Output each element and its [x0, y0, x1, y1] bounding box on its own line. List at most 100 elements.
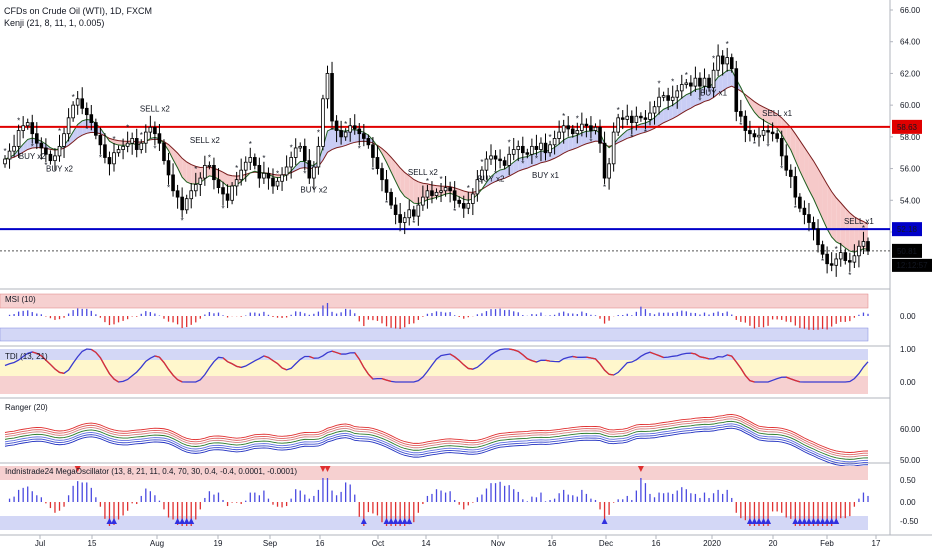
- cloud-segment: [631, 125, 637, 137]
- cloud-segment: [581, 131, 587, 146]
- signal-star: *: [358, 144, 361, 153]
- cloud-segment: [186, 161, 192, 184]
- cloud-segment: [722, 70, 728, 91]
- candle-body: [720, 55, 725, 65]
- candle-body: [866, 241, 870, 252]
- candle-body: [125, 142, 130, 147]
- signal-star: *: [671, 78, 674, 87]
- candle-body: [280, 174, 284, 182]
- tdi-down-segment: [586, 356, 592, 359]
- time-tick-label: Aug: [150, 539, 164, 548]
- tdi-down-segment: [468, 367, 473, 370]
- candle-body: [607, 163, 611, 179]
- signal-star: *: [262, 154, 265, 163]
- candle-body: [189, 190, 194, 200]
- cloud-segment: [531, 153, 537, 167]
- cloud-segment: [799, 140, 805, 181]
- cloud-segment: [795, 133, 800, 172]
- candle-body: [666, 95, 670, 101]
- cloud-segment: [463, 191, 469, 201]
- tdi-down-segment: [795, 379, 801, 383]
- signal-star: *: [494, 170, 497, 179]
- mega-buy-arrow: [815, 518, 822, 524]
- price-tick-label: 58.00: [900, 133, 921, 142]
- tdi-down-segment: [177, 379, 183, 383]
- tdi-down-segment: [45, 359, 51, 365]
- signal-star: *: [644, 128, 647, 137]
- mega-buy-arrow: [833, 518, 840, 524]
- candle-body: [625, 115, 630, 120]
- cloud-segment: [191, 164, 196, 185]
- tdi-down-segment: [113, 378, 119, 383]
- time-tick-label: 16: [652, 539, 661, 548]
- candle-body: [784, 155, 789, 171]
- candle-body: [739, 111, 743, 117]
- candle-body: [225, 193, 230, 201]
- blue-level-tag-bg: [892, 222, 922, 237]
- candle-body: [661, 95, 666, 98]
- candle-body: [652, 106, 657, 114]
- mega-buy-arrow: [406, 518, 413, 524]
- signal-label: BUY x2: [300, 185, 328, 194]
- candle-body: [507, 153, 511, 166]
- tdi-down-segment: [54, 368, 60, 373]
- signal-star: *: [712, 54, 715, 63]
- candle-body: [302, 145, 307, 162]
- candle-body: [134, 138, 139, 150]
- cloud-segment: [563, 137, 569, 154]
- cloud-segment: [849, 212, 855, 253]
- candle-body: [798, 196, 802, 209]
- candle-body: [175, 190, 180, 198]
- signal-star: *: [140, 131, 143, 140]
- mega-buy-arrow: [819, 518, 826, 524]
- signal-star: *: [467, 184, 470, 193]
- tdi-down-segment: [695, 353, 701, 358]
- signal-star: *: [249, 140, 252, 149]
- signal-label: BUY x2: [46, 165, 74, 174]
- tdi-down-segment: [363, 367, 369, 375]
- candle-body: [548, 144, 552, 154]
- candle-body: [162, 142, 166, 162]
- tdi-down-segment: [309, 355, 315, 359]
- tdi-down-segment: [690, 352, 696, 355]
- ranger-tick: 60.00: [900, 425, 921, 434]
- mega-buy-arrow: [397, 518, 404, 524]
- signal-star: *: [821, 257, 824, 266]
- signal-star: *: [31, 142, 34, 151]
- tdi-down-segment: [386, 379, 392, 382]
- signal-star: *: [548, 133, 551, 142]
- candle-body: [580, 123, 584, 131]
- tdi-down-segment: [95, 351, 101, 359]
- tdi-down-segment: [572, 355, 578, 358]
- tdi-tick: 1.00: [900, 345, 916, 354]
- candle-body: [838, 252, 843, 260]
- candle-body: [157, 133, 162, 144]
- mega-buy-arrow: [801, 518, 808, 524]
- tdi-lower-band: [0, 376, 868, 394]
- candle-body: [534, 145, 539, 150]
- time-tick-label: 15: [88, 539, 97, 548]
- candle-body: [852, 255, 857, 263]
- time-tick-label: Feb: [820, 539, 834, 548]
- tdi-down-segment: [158, 356, 165, 363]
- tdi-mid-band: [0, 360, 868, 376]
- candle-body: [153, 126, 157, 135]
- tdi-down-segment: [509, 348, 514, 351]
- candle-body: [829, 263, 834, 266]
- tdi-label: TDI (13, 21): [5, 352, 48, 361]
- time-tick-label: 14: [422, 539, 431, 548]
- candle-body: [30, 122, 35, 135]
- time-tick-label: 16: [548, 539, 557, 548]
- cloud-segment: [536, 151, 541, 165]
- candle-body: [702, 77, 707, 87]
- candle-body: [216, 179, 221, 189]
- tdi-down-segment: [32, 351, 37, 354]
- signal-star: *: [276, 169, 279, 178]
- candle-body: [271, 177, 275, 187]
- tdi-down-segment: [594, 358, 601, 365]
- signal-star: *: [330, 126, 333, 135]
- tdi-down-segment: [367, 373, 374, 380]
- cloud-segment: [836, 197, 841, 245]
- candle-body: [425, 190, 430, 198]
